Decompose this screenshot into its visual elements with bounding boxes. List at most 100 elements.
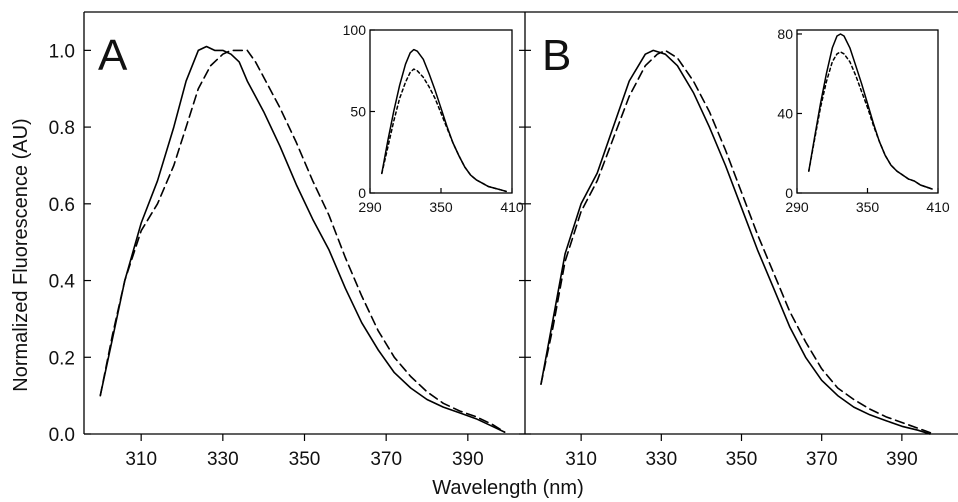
panel-a-data-point	[157, 203, 159, 205]
panel-a: A 0.0 0.2 0.4 0.6 0.8 1.0 310 330 350 370 390 0 50 1…	[49, 11, 958, 470]
panel-a-y-tick-label: 0.8	[49, 118, 75, 139]
panel-b-data-point	[901, 425, 903, 427]
panel-b-data-point	[757, 249, 759, 251]
panel-a-inset-y-tick-label: 0	[358, 185, 366, 201]
panel-a-inset-data-point	[434, 98, 436, 100]
panel-b-inset-series-line-dotted	[808, 51, 933, 190]
panel-a-data-point	[426, 399, 428, 401]
panel-b-inset-data-point	[836, 53, 838, 55]
panel-a-inset-data-point	[409, 72, 411, 74]
panel-a-data-point	[442, 406, 444, 408]
panel-a-x-tick-label: 390	[452, 449, 484, 470]
panel-a-inset-data-point	[493, 187, 495, 189]
panel-b-x-tick-label: 390	[886, 449, 918, 470]
panel-b-data-point	[885, 420, 887, 422]
panel-a-inset-data-point	[428, 86, 430, 88]
panel-b-data-point	[757, 234, 759, 236]
panel-b-inset-data-point	[861, 91, 863, 93]
panel-b-data-point	[564, 253, 566, 255]
panel-a-y-tick-label: 0.6	[49, 195, 75, 216]
panel-a-y-tick-label: 0.0	[49, 425, 75, 446]
panel-b-inset-data-point	[831, 47, 833, 49]
panel-b-inset-frame	[796, 29, 939, 194]
panel-a-inset-y-tick-label: 50	[350, 104, 366, 120]
panel-a-data-point	[328, 249, 330, 251]
panel-b-data-point	[837, 395, 839, 397]
panel-b-inset-data-point	[849, 47, 851, 49]
panel-a-inset-data-point	[413, 49, 415, 51]
panel-a-series-line-dashed	[99, 49, 506, 433]
panel-a-data-point	[295, 142, 297, 144]
panel-a-data-point	[344, 257, 346, 259]
y-axis-label: Normalized Fluorescence (AU)	[10, 118, 32, 391]
panel-b-data-point	[677, 65, 679, 67]
panel-a-letter: A	[98, 31, 128, 80]
panel-a-inset-y-tick-label: 100	[343, 22, 367, 38]
panel-b-inset-data-point	[931, 188, 933, 190]
panel-b-data-point	[821, 379, 823, 381]
panel-b-inset-data-point	[855, 65, 857, 67]
panel-a-inset-frame	[369, 29, 513, 194]
panel-b-inset-data-point	[826, 73, 828, 75]
panel-a-data-point	[214, 50, 216, 52]
panel-b-inset-data-point	[861, 83, 863, 85]
panel-b-data-point	[917, 429, 919, 431]
panel-b-inset-x-tick-label: 350	[856, 199, 880, 215]
panel-b-data-point	[612, 138, 614, 140]
panel-a-data-point	[410, 387, 412, 389]
panel-b-inset-x-tick-label: 290	[785, 199, 809, 215]
panel-b-data-point	[773, 272, 775, 274]
panel-a-y-tick-label: 1.0	[49, 41, 75, 62]
panel-b-data-point	[564, 261, 566, 263]
panel-a-inset: 0 50 100 290 350 410	[343, 22, 524, 215]
panel-b-data-point	[725, 165, 727, 167]
panel-a-data-point	[504, 431, 506, 433]
panel-a-data-point	[393, 356, 395, 358]
panel-a-x-tick-label: 350	[289, 449, 321, 470]
panel-a-inset-data-point	[452, 142, 454, 144]
panel-a-data-point	[361, 295, 363, 297]
panel-a-inset-data-point	[393, 111, 395, 113]
panel-a-inset-data-point	[413, 68, 415, 70]
panel-a-inset-data-point	[387, 147, 389, 149]
panel-a-data-point	[312, 218, 314, 220]
panel-b-inset-data-point	[925, 186, 927, 188]
panel-b-data-point	[677, 57, 679, 59]
panel-a-data-point	[185, 80, 187, 82]
panel-a-inset-data-point	[499, 189, 501, 191]
panel-b-data-point	[869, 414, 871, 416]
panel-b-data-point	[552, 326, 554, 328]
panel-b-data-point	[664, 53, 666, 55]
panel-b-data-point	[869, 408, 871, 410]
panel-b-data-point	[552, 318, 554, 320]
panel-b-data-point	[789, 310, 791, 312]
panel-a-data-point	[491, 424, 493, 426]
panel-b-inset-data-point	[808, 170, 810, 172]
panel-a-data-point	[246, 50, 248, 52]
panel-b-data-point	[709, 111, 711, 113]
panel-a-data-point	[279, 107, 281, 109]
panel-b-data-point	[805, 341, 807, 343]
panel-b-inset-data-point	[831, 61, 833, 63]
panel-b-inset-data-point	[873, 125, 875, 127]
panel-b-data-point	[628, 96, 630, 98]
panel-b-data-point	[612, 126, 614, 128]
panel-b-data-point	[596, 172, 598, 174]
panel-b-inset-data-point	[849, 61, 851, 63]
panel-a-data-point	[344, 287, 346, 289]
panel-a-data-point	[185, 126, 187, 128]
panel-b-data-point	[596, 180, 598, 182]
panel-a-inset-data-point	[399, 85, 401, 87]
panel-b-inset-data-point	[843, 35, 845, 37]
panel-a-inset-data-point	[416, 70, 418, 72]
panel-b-inset-data-point	[826, 81, 828, 83]
panel-a-data-point	[442, 402, 444, 404]
panel-a-data-point	[173, 165, 175, 167]
panel-b-letter: B	[542, 31, 571, 80]
panel-a-inset-x-tick-label: 410	[500, 199, 524, 215]
panel-b-data-point	[693, 92, 695, 94]
panel-a-data-point	[459, 412, 461, 414]
panel-b-inset-data-point	[920, 184, 922, 186]
panel-a-data-point	[312, 180, 314, 182]
panel-b-data-point	[580, 203, 582, 205]
